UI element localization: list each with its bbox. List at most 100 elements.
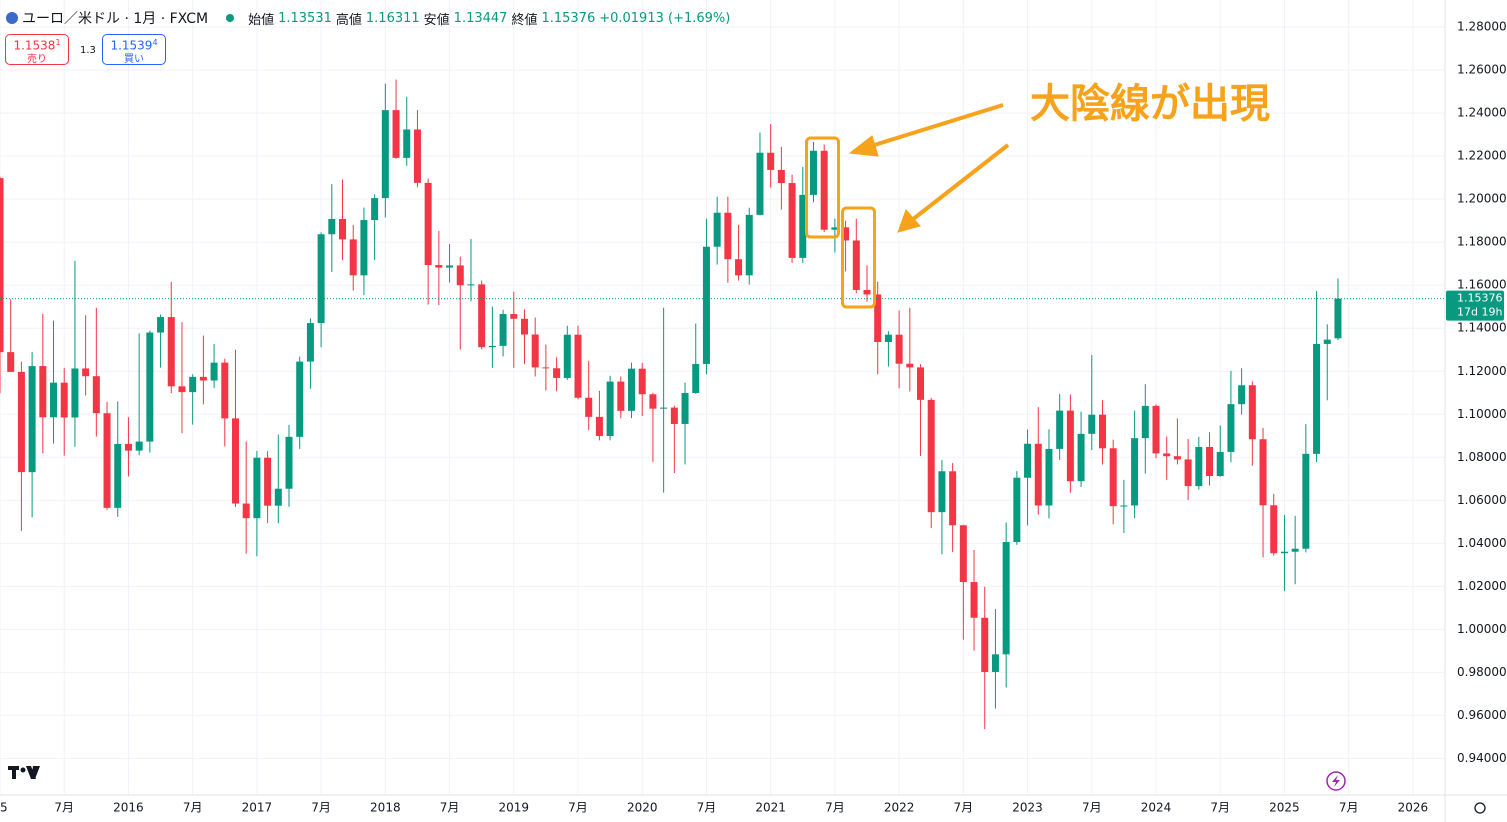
lightning-icon[interactable] (1326, 771, 1346, 791)
ohlc-value: 1.13447 (453, 10, 508, 26)
ohlc-label: 始値 (248, 12, 275, 28)
x-tick-label: 7月 (183, 801, 203, 815)
candle-body (231, 418, 239, 504)
candle-body (381, 110, 389, 199)
candle-body (488, 345, 496, 348)
candle-body (702, 246, 710, 364)
arrow (897, 143, 1010, 233)
x-tick-label: 2020 (627, 801, 658, 815)
candle-body (1131, 438, 1139, 506)
candle-body (991, 654, 999, 672)
candle-body (917, 367, 925, 400)
last-price-box (1446, 290, 1504, 321)
candle-body (1313, 343, 1321, 454)
candle-body (1013, 477, 1021, 543)
candle-body (242, 503, 250, 519)
candle-body (692, 363, 700, 393)
candle-body (1109, 448, 1117, 507)
candle-body (927, 399, 935, 513)
y-tick-label: 1.14000 (1457, 321, 1507, 335)
candle-body (1302, 453, 1310, 549)
buy-button[interactable]: 1.15394 買い (102, 34, 166, 65)
candle-body (681, 392, 689, 424)
candle-body (253, 457, 261, 519)
countdown: 17d 19h (1457, 306, 1502, 319)
candle-body (884, 334, 892, 343)
y-tick-label: 1.10000 (1457, 407, 1507, 421)
x-tick-label: 15 (0, 801, 8, 815)
candle-body (1056, 410, 1064, 449)
x-tick-label: 7月 (1210, 801, 1230, 815)
ohlc-value: 1.15376 (541, 10, 596, 26)
y-tick-label: 1.04000 (1457, 536, 1507, 550)
candle-body (1120, 505, 1128, 507)
settings-icon[interactable] (1474, 802, 1486, 814)
x-tick-label: 2024 (1141, 801, 1172, 815)
sell-price: 1.1538 (13, 38, 56, 53)
candle-body (981, 617, 989, 672)
y-tick-label: 1.02000 (1457, 579, 1507, 593)
candle-body (499, 314, 507, 346)
x-tick-label: 2026 (1398, 801, 1429, 815)
candle-body (317, 234, 325, 324)
candle-body (809, 150, 817, 195)
y-tick-label: 0.98000 (1457, 665, 1507, 679)
candle-body (510, 314, 518, 319)
sell-label: 売り (27, 53, 47, 65)
candle-body (788, 183, 796, 258)
candle-body (39, 366, 47, 418)
grid (0, 0, 1445, 795)
candle-body (17, 371, 25, 473)
candle-body (1227, 404, 1235, 452)
y-tick-label: 1.26000 (1457, 63, 1507, 77)
x-tick-label: 2025 (1269, 801, 1300, 815)
candle-body (745, 214, 753, 276)
candle-body (199, 376, 207, 381)
candle-body (831, 227, 839, 230)
candle-body (1323, 339, 1331, 344)
candle-body (1238, 385, 1246, 405)
status-dot (226, 14, 235, 22)
candle-body (339, 218, 347, 240)
y-tick-label: 1.16000 (1457, 278, 1507, 292)
y-tick-label: 1.06000 (1457, 493, 1507, 507)
candle-body (1141, 405, 1149, 439)
buy-label: 買い (124, 53, 144, 65)
candle-body (264, 457, 272, 506)
x-tick-label: 2017 (242, 801, 273, 815)
sell-pip: 1 (55, 38, 61, 47)
candle-body (585, 397, 593, 417)
x-tick-label: 2018 (370, 801, 401, 815)
candle-body (435, 265, 443, 268)
candle-body (1152, 405, 1160, 454)
candle-body (285, 436, 293, 489)
highlight-box (805, 136, 840, 239)
candle-body (713, 212, 721, 247)
sell-button[interactable]: 1.15381 売り (5, 34, 69, 65)
buy-pip: 4 (152, 38, 158, 47)
candle-body (328, 218, 336, 235)
spread: 1.3 (80, 45, 96, 56)
candle-body (360, 220, 368, 276)
candle-body (413, 129, 421, 183)
candle-body (1206, 446, 1214, 477)
candle-body (520, 318, 528, 335)
candle-body (574, 334, 582, 398)
candle-body (1184, 459, 1192, 487)
candle-body (1248, 385, 1256, 440)
plot (0, 79, 1445, 730)
y-tick-label: 1.22000 (1457, 149, 1507, 163)
candle-body (595, 416, 603, 437)
candle-body (670, 407, 678, 424)
candle-body (874, 294, 882, 343)
candle-body (1088, 414, 1096, 434)
candle-body (157, 317, 165, 333)
candle-body (617, 381, 625, 411)
candle-body (114, 443, 122, 508)
y-tick-label: 1.08000 (1457, 450, 1507, 464)
candle-body (799, 194, 807, 258)
candle-body (274, 488, 282, 506)
x-tick-label: 7月 (1082, 801, 1102, 815)
candle-body (1077, 433, 1085, 482)
candle-body (820, 150, 828, 230)
